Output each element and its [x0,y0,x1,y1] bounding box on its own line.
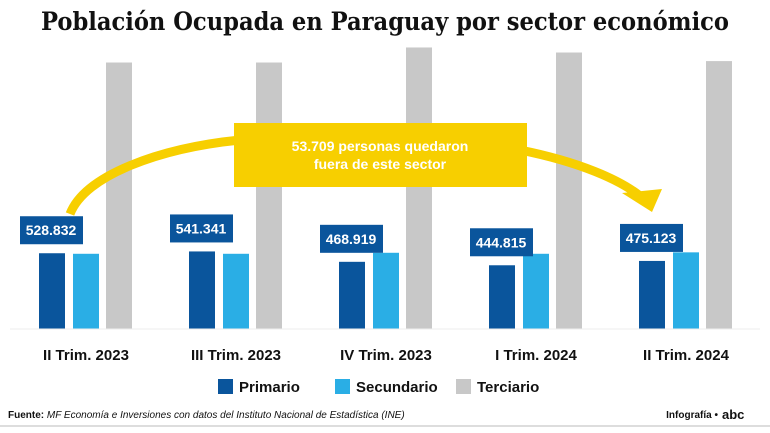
category-label: II Trim. 2024 [643,347,730,364]
data-label-box [470,228,533,257]
bar-terciario [706,61,732,330]
annotation-line2: fuera de este sector [314,156,447,172]
bar-terciario [256,62,282,330]
category-label: II Trim. 2023 [43,347,129,364]
bar-primario [39,253,65,329]
legend-label-terciario: Terciario [477,379,539,396]
bar-terciario [556,52,582,330]
data-label-box [620,223,683,252]
category-label: IV Trim. 2023 [340,347,432,364]
arrow-head-icon [622,189,662,212]
bar-primario [489,265,515,329]
category-label: III Trim. 2023 [191,347,281,364]
arrow-right-arc [519,145,643,200]
data-label-box [320,224,383,253]
legend-swatch-terciario [456,379,471,394]
data-label-box [170,214,233,243]
credit-text: Infografía • [666,410,718,421]
bar-secundario [373,252,399,329]
bar-secundario [523,253,549,329]
annotation-arrow [65,135,662,216]
legend-label-secundario: Secundario [356,379,438,396]
svg-text:Fuente: MF Economía e Inversio: Fuente: MF Economía e Inversiones con da… [8,410,405,421]
bar-terciario [406,47,432,329]
bar-secundario [223,253,249,329]
data-label: 468.919 [326,231,377,247]
annotation-box [234,123,527,187]
annotation-line1: 53.709 personas quedaron [292,138,469,154]
arrow-left-arc [65,135,241,216]
bar-terciario [106,62,132,330]
bar-secundario [673,252,699,329]
chart-title: Población Ocupada en Paraguay por sector… [41,7,729,36]
bar-secundario [73,253,99,329]
source-label: Fuente: [8,410,44,421]
data-label: 528.832 [26,222,77,238]
data-label-box [20,216,83,245]
bar-primario [639,260,665,329]
legend-swatch-secundario [335,379,350,394]
bar-primario [189,251,215,329]
data-label: 444.815 [476,234,527,250]
data-label: 541.341 [176,220,227,236]
source-text: MF Economía e Inversiones con datos del … [47,410,405,421]
data-label: 475.123 [626,230,677,246]
brand-logo: abc [722,407,744,422]
legend-swatch-primario [218,379,233,394]
bar-primario [339,261,365,329]
category-label: I Trim. 2024 [495,347,577,364]
legend-label-primario: Primario [239,379,300,396]
